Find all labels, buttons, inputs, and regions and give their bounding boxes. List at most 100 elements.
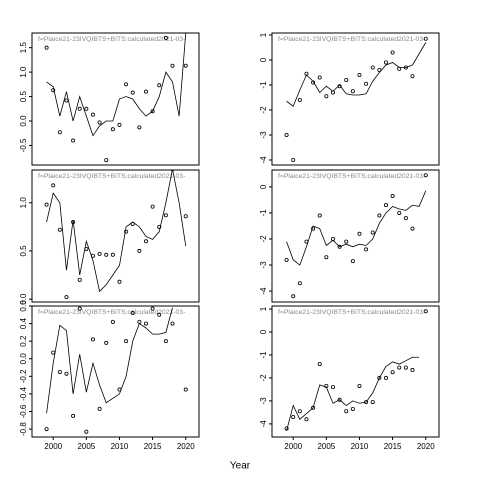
data-point (51, 88, 56, 93)
data-point (324, 255, 329, 260)
x-axis-label: Year (230, 461, 251, 472)
data-point (150, 204, 155, 209)
y-tick-label: 1.5 (19, 42, 28, 54)
data-point (377, 375, 382, 380)
data-point (130, 90, 135, 95)
data-point (350, 89, 355, 94)
data-point (357, 73, 362, 78)
data-point (390, 50, 395, 55)
panel: f=Plaice21-23IVQIBTS+BITS;calculated2021… (259, 305, 440, 451)
panel-title: f=Plaice21-23IVQIBTS+BITS;calculated2021… (278, 309, 425, 316)
data-point (317, 213, 322, 218)
y-tick-label: -1 (259, 351, 268, 359)
data-point (377, 213, 382, 218)
plot-area (44, 33, 188, 163)
data-point (64, 98, 69, 103)
data-point (317, 75, 322, 80)
y-tick-label: -0.8 (19, 422, 28, 436)
data-point (357, 383, 362, 388)
data-point (84, 429, 89, 434)
x-tick-label: 2010 (111, 442, 129, 451)
data-point (370, 400, 375, 405)
plot-frame (31, 32, 200, 166)
y-tick-label: 1 (259, 32, 268, 37)
data-point (117, 279, 122, 284)
data-point (51, 350, 56, 355)
data-point (71, 413, 76, 418)
y-tick-label: 0.0 (19, 293, 28, 305)
data-point (84, 106, 89, 111)
data-point (297, 281, 302, 286)
x-tick-label: 2015 (384, 442, 402, 451)
data-point (410, 226, 415, 231)
data-point (183, 63, 188, 68)
data-point (317, 362, 322, 367)
data-point (163, 213, 168, 218)
data-point (423, 309, 428, 314)
data-point (104, 340, 109, 345)
data-point (150, 109, 155, 114)
data-point (157, 83, 162, 88)
data-point (397, 210, 402, 215)
plot-frame (31, 305, 200, 438)
data-point (383, 375, 388, 380)
plot-frame (31, 169, 200, 303)
data-point (297, 98, 302, 103)
data-point (110, 319, 115, 324)
trend-line (286, 356, 420, 431)
data-point (284, 257, 289, 262)
data-point (44, 427, 49, 432)
data-point (77, 277, 82, 282)
data-point (383, 203, 388, 208)
data-point (410, 367, 415, 372)
plot-frame (271, 169, 440, 303)
data-point (304, 417, 309, 422)
y-tick-label: 0.6 (19, 300, 28, 312)
plot-area (284, 173, 428, 299)
data-point (383, 60, 388, 65)
panel: f=Plaice21-23IVQIBTS+BITS;calculated2021… (19, 300, 200, 451)
y-tick-label: -3 (259, 261, 268, 269)
data-point (104, 158, 109, 163)
data-point (364, 81, 369, 86)
data-point (143, 239, 148, 244)
y-tick-label: 0.2 (19, 335, 28, 347)
data-point (143, 321, 148, 326)
y-tick-label: -1 (259, 81, 268, 89)
y-tick-label: 0 (259, 329, 268, 334)
panel: f=Plaice21-23IVQIBTS+BITS;calculated2021… (19, 32, 200, 166)
data-point (110, 252, 115, 257)
data-point (170, 63, 175, 68)
data-point (403, 216, 408, 221)
data-point (44, 45, 49, 50)
y-tick-label: -2 (259, 235, 268, 243)
data-point (311, 405, 316, 410)
y-tick-label: 0.4 (19, 317, 28, 329)
data-point (130, 311, 135, 316)
y-tick-label: 0 (259, 184, 268, 189)
plot-frame (271, 32, 440, 166)
data-point (183, 387, 188, 392)
panel-title: f=Plaice21-23IVQIBTS+BITS;calculated2021… (278, 36, 425, 43)
plot-frame (271, 305, 440, 438)
data-point (64, 371, 69, 376)
data-point (71, 138, 76, 143)
plot-area (44, 306, 188, 434)
panel-title: f=Plaice21-23IVQIBTS+BITS;calculated2021… (38, 173, 185, 180)
data-point (90, 112, 95, 117)
data-point (344, 239, 349, 244)
data-point (124, 339, 129, 344)
x-tick-label: 2010 (351, 442, 369, 451)
x-tick-label: 2000 (44, 442, 62, 451)
data-point (57, 369, 62, 374)
data-point (344, 78, 349, 83)
data-point (284, 132, 289, 137)
y-tick-label: 1 (259, 306, 268, 311)
x-tick-label: 2015 (144, 442, 162, 451)
data-point (57, 227, 62, 232)
y-tick-label: -0.5 (19, 138, 28, 152)
data-point (150, 306, 155, 311)
y-tick-label: 0.0 (19, 115, 28, 127)
plot-area (284, 36, 428, 162)
